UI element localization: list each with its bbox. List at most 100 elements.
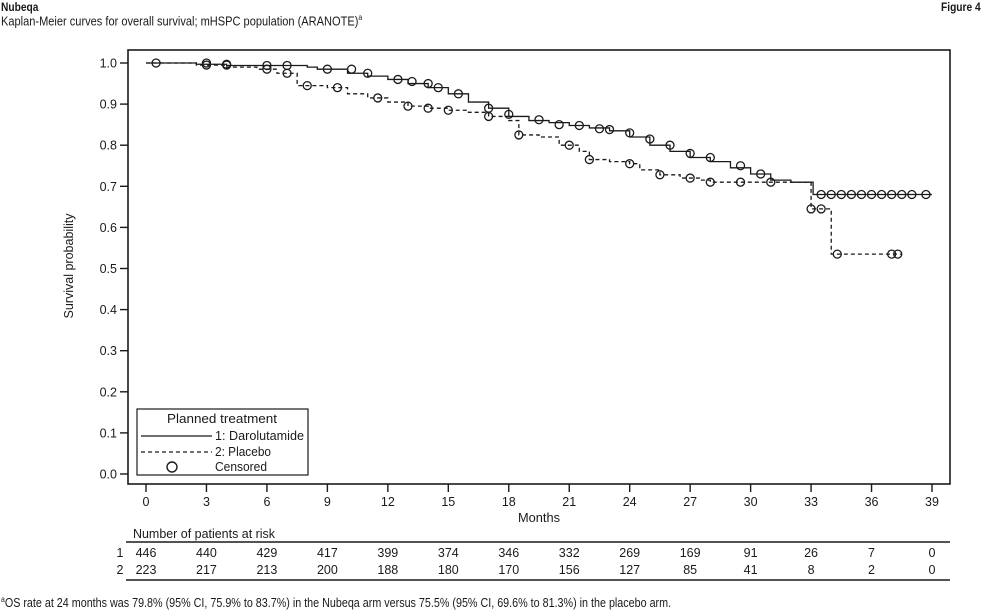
censored-marker — [594, 124, 605, 134]
censored-marker — [876, 189, 887, 200]
y-tick-label: 0.8 — [100, 139, 117, 153]
risk-value: 41 — [744, 563, 758, 577]
censored-marker — [332, 83, 343, 93]
censored-marker — [423, 103, 433, 113]
risk-value: 188 — [377, 563, 398, 577]
risk-value: 91 — [744, 546, 758, 560]
y-tick-label: 0.3 — [100, 344, 117, 358]
figure-label: Figure 4 — [941, 0, 981, 14]
risk-value: 156 — [559, 563, 580, 577]
y-tick-label: 0.5 — [100, 262, 117, 276]
risk-value: 399 — [377, 546, 398, 560]
censored-marker — [735, 161, 746, 171]
censored-marker — [735, 177, 746, 187]
footnote: aOS rate at 24 months was 79.8% (95% CI,… — [1, 595, 671, 610]
risk-value: 223 — [136, 563, 157, 577]
y-tick-label: 0.4 — [100, 303, 117, 317]
x-tick-label: 15 — [441, 495, 455, 509]
censored-marker — [483, 111, 494, 122]
censored-marker — [564, 140, 574, 150]
legend-censored-marker-icon — [166, 461, 178, 473]
censored-marker — [504, 109, 514, 120]
x-tick-label: 18 — [502, 495, 516, 509]
legend-title: Planned treatment — [167, 412, 278, 426]
censored-marker — [645, 134, 655, 144]
x-tick-label: 24 — [623, 495, 637, 509]
censored-marker — [836, 189, 846, 200]
censored-marker — [756, 169, 766, 179]
censored-marker — [907, 189, 917, 200]
risk-value: 417 — [317, 546, 338, 560]
censored-marker — [363, 68, 373, 78]
censored-marker — [201, 60, 212, 70]
y-tick-label: 0.2 — [100, 385, 117, 399]
censored-marker — [806, 204, 816, 214]
censored-marker — [816, 189, 826, 200]
risk-table: Number of patients at risk 1 446 440 429 417… — [117, 527, 950, 581]
censored-marker — [403, 101, 413, 111]
x-tick-label: 36 — [865, 495, 879, 509]
darolutamide-curve — [146, 62, 932, 196]
censored-marker — [921, 189, 931, 200]
legend: Planned treatment 1: Darolutamide 2: Pla… — [136, 408, 309, 476]
risk-value: 446 — [136, 546, 157, 560]
risk-value: 26 — [804, 546, 818, 560]
censored-marker — [584, 154, 595, 165]
censored-marker — [866, 189, 877, 200]
censored-marker — [514, 130, 524, 140]
x-tick-label: 6 — [263, 495, 270, 509]
censored-marker — [554, 120, 564, 130]
censored-marker — [893, 249, 903, 259]
censored-marker — [534, 115, 544, 125]
legend-entry-placebo: 2: Placebo — [215, 445, 271, 459]
legend-box — [136, 408, 309, 476]
censored-marker — [393, 74, 403, 85]
risk-value: 213 — [256, 563, 277, 577]
censored-marker — [604, 124, 615, 135]
censored-marker — [705, 177, 715, 187]
legend-entry-darolutamide: 1: Darolutamide — [215, 429, 304, 443]
x-tick-label: 3 — [203, 495, 210, 509]
risk-value: 374 — [438, 546, 459, 560]
censored-marker — [221, 60, 232, 70]
censored-marker — [655, 170, 665, 180]
subtitle-superscript: a — [358, 13, 363, 22]
censored-marker — [665, 140, 675, 150]
censored-marker — [625, 128, 635, 138]
risk-value: 7 — [868, 546, 875, 560]
risk-value: 180 — [438, 563, 459, 577]
censored-marker — [685, 148, 695, 159]
risk-table-title: Number of patients at risk — [133, 527, 276, 541]
risk-value: 440 — [196, 546, 217, 560]
censored-marker — [826, 189, 836, 200]
x-tick-label: 30 — [744, 495, 758, 509]
censored-marker — [443, 105, 453, 115]
y-tick-label: 0.7 — [100, 180, 117, 194]
censored-marker — [302, 80, 312, 91]
risk-value: 0 — [929, 546, 936, 560]
x-tick-label: 9 — [324, 495, 331, 509]
risk-value: 127 — [619, 563, 640, 577]
footnote-marker: a — [1, 595, 5, 604]
censored-marker — [373, 93, 383, 103]
y-tick-label: 0.0 — [100, 468, 117, 482]
risk-value: 0 — [929, 563, 936, 577]
figure-subtitle: Kaplan-Meier curves for overall survival… — [1, 13, 362, 28]
subtitle-text: Kaplan-Meier curves for overall survival… — [1, 13, 359, 29]
censored-marker — [346, 64, 357, 74]
x-tick-label: 0 — [143, 495, 150, 509]
y-tick-label: 0.6 — [100, 221, 117, 235]
risk-value: 8 — [808, 563, 815, 577]
risk-value: 85 — [683, 563, 697, 577]
censored-marker — [407, 76, 417, 87]
censored-marker — [423, 78, 433, 89]
legend-entry-censored: Censored — [215, 460, 267, 474]
placebo-curve — [146, 62, 902, 255]
x-axis-label: Months — [518, 511, 560, 525]
censored-marker — [887, 189, 897, 200]
censored-marker — [705, 152, 715, 163]
censored-marker — [897, 189, 907, 200]
x-tick-label: 39 — [925, 495, 939, 509]
x-tick-label: 21 — [562, 495, 576, 509]
censored-marker — [887, 249, 897, 259]
